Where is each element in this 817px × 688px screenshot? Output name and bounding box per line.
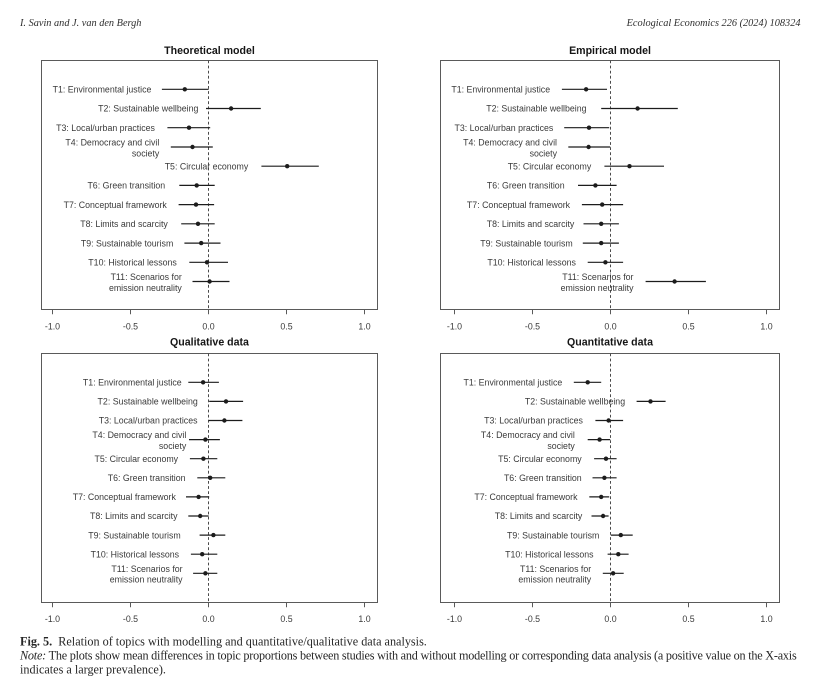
svg-text:T6: Green transition: T6: Green transition (504, 473, 582, 483)
svg-text:0.0: 0.0 (604, 322, 616, 332)
svg-text:1.0: 1.0 (358, 322, 370, 332)
svg-text:emission neutrality: emission neutrality (110, 575, 183, 585)
svg-text:Ecological Economics 226 (2024: Ecological Economics 226 (2024) 108324 (626, 18, 801, 29)
svg-text:emission neutrality: emission neutrality (109, 283, 182, 293)
svg-text:T10: Historical lessons: T10: Historical lessons (88, 258, 177, 268)
svg-text:T3: Local/urban practices: T3: Local/urban practices (455, 123, 554, 133)
svg-text:T3: Local/urban practices: T3: Local/urban practices (56, 123, 155, 133)
svg-text:T8: Limits and scarcity: T8: Limits and scarcity (495, 511, 583, 521)
svg-text:T6: Green transition: T6: Green transition (87, 181, 165, 191)
svg-text:T8: Limits and scarcity: T8: Limits and scarcity (90, 511, 178, 521)
svg-text:T2: Sustainable wellbeing: T2: Sustainable wellbeing (98, 104, 198, 114)
svg-text:emission neutrality: emission neutrality (561, 283, 634, 293)
svg-text:Empirical model: Empirical model (569, 45, 651, 57)
svg-text:T9: Sustainable tourism: T9: Sustainable tourism (88, 530, 180, 540)
svg-text:T9: Sustainable tourism: T9: Sustainable tourism (507, 530, 599, 540)
svg-text:T5: Circular economy: T5: Circular economy (94, 454, 178, 464)
svg-text:0.0: 0.0 (604, 614, 616, 624)
svg-text:T5: Circular economy: T5: Circular economy (508, 161, 592, 171)
svg-text:T9: Sustainable tourism: T9: Sustainable tourism (81, 238, 173, 248)
svg-text:0.5: 0.5 (280, 614, 292, 624)
svg-text:Theoretical model: Theoretical model (164, 45, 255, 57)
svg-text:T5: Circular economy: T5: Circular economy (498, 454, 582, 464)
svg-text:T4: Democracy and civil: T4: Democracy and civil (65, 138, 159, 148)
svg-text:-0.5: -0.5 (525, 322, 540, 332)
svg-text:0.0: 0.0 (202, 614, 214, 624)
svg-text:T10: Historical lessons: T10: Historical lessons (487, 258, 576, 268)
svg-text:0.5: 0.5 (682, 322, 694, 332)
svg-text:society: society (530, 148, 558, 158)
svg-text:-0.5: -0.5 (123, 614, 138, 624)
svg-text:-1.0: -1.0 (45, 322, 60, 332)
svg-text:T6: Green transition: T6: Green transition (108, 473, 186, 483)
svg-text:-1.0: -1.0 (447, 614, 462, 624)
svg-text:T2: Sustainable wellbeing: T2: Sustainable wellbeing (525, 397, 625, 407)
svg-text:T1: Environmental justice: T1: Environmental justice (53, 85, 152, 95)
svg-text:-1.0: -1.0 (447, 322, 462, 332)
svg-text:society: society (159, 441, 187, 451)
svg-text:-1.0: -1.0 (45, 614, 60, 624)
svg-text:1.0: 1.0 (358, 614, 370, 624)
svg-text:T10: Historical lessons: T10: Historical lessons (505, 549, 594, 559)
svg-text:T11: Scenarios for: T11: Scenarios for (111, 272, 182, 282)
svg-text:Qualitative data: Qualitative data (170, 337, 249, 349)
svg-text:T11: Scenarios for: T11: Scenarios for (562, 272, 633, 282)
svg-text:T4: Democracy and civil: T4: Democracy and civil (463, 138, 557, 148)
svg-text:T8: Limits and scarcity: T8: Limits and scarcity (487, 219, 575, 229)
svg-text:T4: Democracy and civil: T4: Democracy and civil (481, 430, 575, 440)
svg-text:0.5: 0.5 (280, 322, 292, 332)
svg-text:T10: Historical lessons: T10: Historical lessons (91, 549, 180, 559)
svg-text:society: society (547, 441, 575, 451)
svg-text:T7: Conceptual framework: T7: Conceptual framework (467, 200, 571, 210)
svg-text:emission neutrality: emission neutrality (518, 575, 591, 585)
svg-text:T4: Democracy and civil: T4: Democracy and civil (92, 430, 186, 440)
svg-text:0.5: 0.5 (682, 614, 694, 624)
svg-text:Note: The plots show mean diff: Note: The plots show mean differences in… (19, 648, 797, 662)
svg-text:T7: Conceptual framework: T7: Conceptual framework (73, 492, 177, 502)
svg-text:society: society (132, 148, 160, 158)
svg-text:T2: Sustainable wellbeing: T2: Sustainable wellbeing (98, 397, 198, 407)
svg-text:T2: Sustainable wellbeing: T2: Sustainable wellbeing (486, 104, 586, 114)
svg-text:indicates a larger prevalence): indicates a larger prevalence). (20, 663, 166, 677)
svg-text:Fig. 5. Relation of topics wi: Fig. 5. Relation of topics with modellin… (20, 635, 427, 649)
svg-text:T9: Sustainable tourism: T9: Sustainable tourism (480, 238, 572, 248)
svg-text:Quantitative data: Quantitative data (567, 337, 653, 349)
svg-text:T7: Conceptual framework: T7: Conceptual framework (64, 200, 168, 210)
svg-text:I. Savin and J. van den Bergh: I. Savin and J. van den Bergh (19, 18, 141, 29)
svg-text:T6: Green transition: T6: Green transition (487, 181, 565, 191)
svg-text:1.0: 1.0 (760, 322, 772, 332)
svg-text:T11: Scenarios for: T11: Scenarios for (111, 564, 182, 574)
svg-text:T1: Environmental justice: T1: Environmental justice (464, 378, 563, 388)
svg-text:0.0: 0.0 (202, 322, 214, 332)
svg-text:T1: Environmental justice: T1: Environmental justice (451, 85, 550, 95)
svg-text:T8: Limits and scarcity: T8: Limits and scarcity (80, 219, 168, 229)
svg-text:-0.5: -0.5 (123, 322, 138, 332)
svg-text:T3: Local/urban practices: T3: Local/urban practices (99, 416, 198, 426)
svg-text:T1: Environmental justice: T1: Environmental justice (83, 378, 182, 388)
svg-text:T11: Scenarios for: T11: Scenarios for (520, 564, 591, 574)
svg-text:-0.5: -0.5 (525, 614, 540, 624)
svg-text:T5: Circular economy: T5: Circular economy (165, 161, 249, 171)
svg-text:1.0: 1.0 (760, 614, 772, 624)
svg-text:T3: Local/urban practices: T3: Local/urban practices (484, 416, 583, 426)
svg-text:T7: Conceptual framework: T7: Conceptual framework (474, 492, 578, 502)
